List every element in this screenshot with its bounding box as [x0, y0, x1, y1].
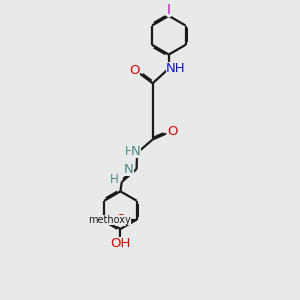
Text: N: N	[124, 163, 134, 176]
Text: O: O	[115, 213, 126, 226]
Text: N: N	[131, 145, 141, 158]
Text: H: H	[125, 145, 134, 158]
Text: OH: OH	[110, 237, 130, 250]
Text: O: O	[167, 125, 177, 138]
Text: O: O	[129, 64, 140, 77]
Text: methoxy: methoxy	[88, 214, 131, 225]
Text: H: H	[110, 173, 118, 186]
Text: I: I	[167, 3, 171, 17]
Text: NH: NH	[166, 62, 185, 75]
